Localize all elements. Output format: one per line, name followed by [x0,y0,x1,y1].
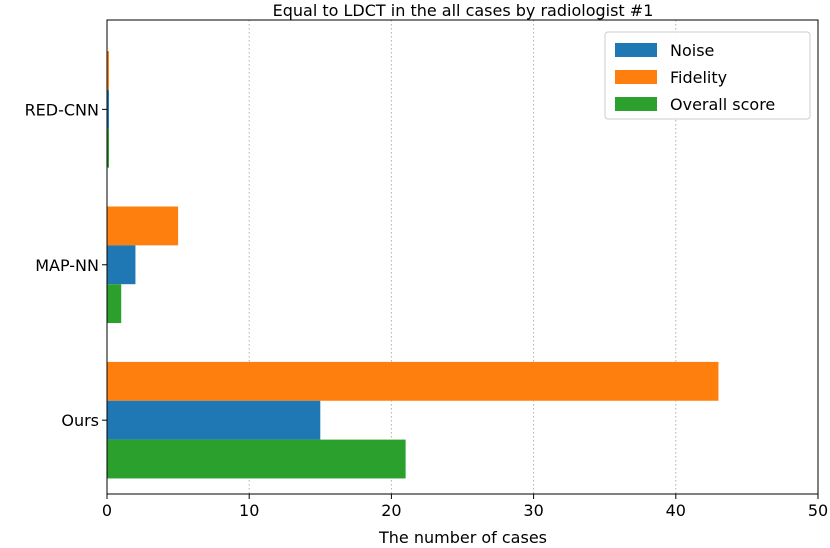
x-tick-label: 30 [523,501,543,520]
x-tick-label: 50 [808,501,828,520]
bar-fidelity [107,361,719,401]
bar-noise [107,245,136,285]
legend-swatch [615,70,657,84]
chart-title: Equal to LDCT in the all cases by radiol… [273,1,654,20]
bar-overall-score [107,439,406,479]
legend-swatch [615,43,657,57]
bar-overall-score [107,284,122,324]
legend-label: Overall score [670,95,775,114]
y-tick-label: Ours [61,411,99,430]
bar-noise [107,400,321,440]
x-tick-label: 40 [666,501,686,520]
x-axis-label: The number of cases [378,528,547,547]
bars [107,51,719,479]
bar-noise [107,89,109,129]
bar-fidelity [107,206,179,246]
x-tick-label: 20 [381,501,401,520]
y-tick-label: RED-CNN [25,100,99,119]
x-tick-label: 0 [102,501,112,520]
bar-overall-score [107,128,109,168]
y-tick-label: MAP-NN [35,256,99,275]
plot-frame [106,19,819,495]
legend: Noise Fidelity Overall score [604,31,811,120]
legend-swatch [615,97,657,111]
x-tick-label: 10 [239,501,259,520]
legend-label: Fidelity [670,68,727,87]
x-gridlines [248,20,677,494]
bar-fidelity [107,51,109,90]
axes: 0 10 20 30 40 50 RED-CNN MAP-NN Ours [25,100,829,520]
legend-label: Noise [670,41,714,60]
